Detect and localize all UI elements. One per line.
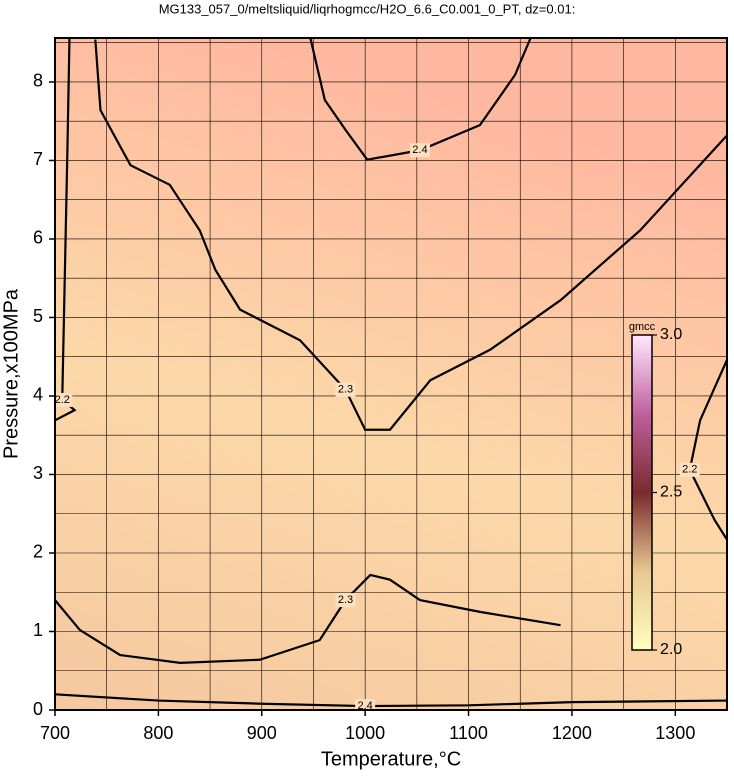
plot-frame bbox=[54, 37, 728, 711]
x-tick-label: 700 bbox=[40, 723, 70, 743]
y-axis-title: Pressure,x100MPa bbox=[0, 288, 22, 459]
colorbar bbox=[631, 334, 653, 651]
contour-label: 2.4 bbox=[412, 144, 427, 156]
colorbar-label: gmcc bbox=[629, 321, 656, 333]
contour-label-bg bbox=[335, 593, 356, 608]
contour-label-bg bbox=[409, 143, 430, 158]
plot-background bbox=[55, 38, 727, 710]
contour-line bbox=[55, 573, 561, 664]
colorbar-tick-label: 2.0 bbox=[660, 641, 682, 658]
y-tick-label: 8 bbox=[33, 71, 43, 91]
y-tick-label: 7 bbox=[33, 149, 43, 169]
x-tick-label: 1000 bbox=[345, 723, 385, 743]
contour-label: 2.2 bbox=[55, 394, 70, 406]
x-tick-label: 1200 bbox=[552, 723, 592, 743]
contour-label: 2.2 bbox=[682, 464, 697, 476]
y-tick-label: 3 bbox=[33, 463, 43, 483]
y-tick-label: 1 bbox=[33, 620, 43, 640]
x-axis-title: Temperature,°C bbox=[321, 748, 461, 770]
x-tick-label: 1300 bbox=[655, 723, 695, 743]
chart-title: MG133_057_0/meltsliquid/liqrhogmcc/H2O_6… bbox=[159, 1, 576, 16]
x-tick-label: 800 bbox=[143, 723, 173, 743]
y-tick-label: 6 bbox=[33, 228, 43, 248]
y-tick-label: 4 bbox=[33, 385, 43, 405]
y-tick-label: 0 bbox=[33, 699, 43, 719]
x-tick-label: 1100 bbox=[449, 723, 488, 743]
x-tick-label: 900 bbox=[247, 723, 277, 743]
y-tick-label: 2 bbox=[33, 542, 43, 562]
contour-label-bg bbox=[335, 382, 356, 397]
colorbar-tick-label: 3.0 bbox=[660, 326, 682, 343]
contour-line bbox=[94, 39, 727, 431]
contour-line bbox=[55, 38, 77, 422]
contour-label-bg bbox=[55, 392, 73, 407]
contour-label: 2.3 bbox=[338, 594, 353, 606]
contour-label-bg bbox=[679, 462, 700, 477]
y-tick-label: 5 bbox=[33, 306, 43, 326]
contour-label-bg bbox=[355, 699, 376, 710]
contour-label: 2.4 bbox=[358, 700, 373, 712]
contour-label: 2.3 bbox=[338, 384, 353, 396]
colorbar-tick-label: 2.5 bbox=[660, 484, 682, 501]
contour-line bbox=[309, 38, 532, 161]
